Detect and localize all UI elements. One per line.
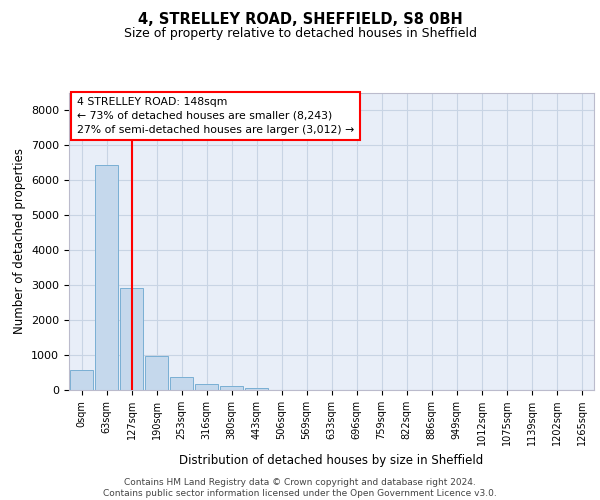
Bar <box>70 370 93 390</box>
Bar <box>120 288 143 390</box>
Bar <box>220 386 243 390</box>
Text: Contains HM Land Registry data © Crown copyright and database right 2024.
Contai: Contains HM Land Registry data © Crown c… <box>103 478 497 498</box>
Text: Size of property relative to detached houses in Sheffield: Size of property relative to detached ho… <box>124 28 476 40</box>
Bar <box>170 376 193 390</box>
Bar <box>95 166 118 390</box>
Bar <box>195 384 218 390</box>
Bar <box>245 388 268 390</box>
X-axis label: Distribution of detached houses by size in Sheffield: Distribution of detached houses by size … <box>179 454 484 466</box>
Bar <box>145 356 168 390</box>
Text: 4, STRELLEY ROAD, SHEFFIELD, S8 0BH: 4, STRELLEY ROAD, SHEFFIELD, S8 0BH <box>137 12 463 28</box>
Y-axis label: Number of detached properties: Number of detached properties <box>13 148 26 334</box>
Text: 4 STRELLEY ROAD: 148sqm
← 73% of detached houses are smaller (8,243)
27% of semi: 4 STRELLEY ROAD: 148sqm ← 73% of detache… <box>77 97 354 135</box>
